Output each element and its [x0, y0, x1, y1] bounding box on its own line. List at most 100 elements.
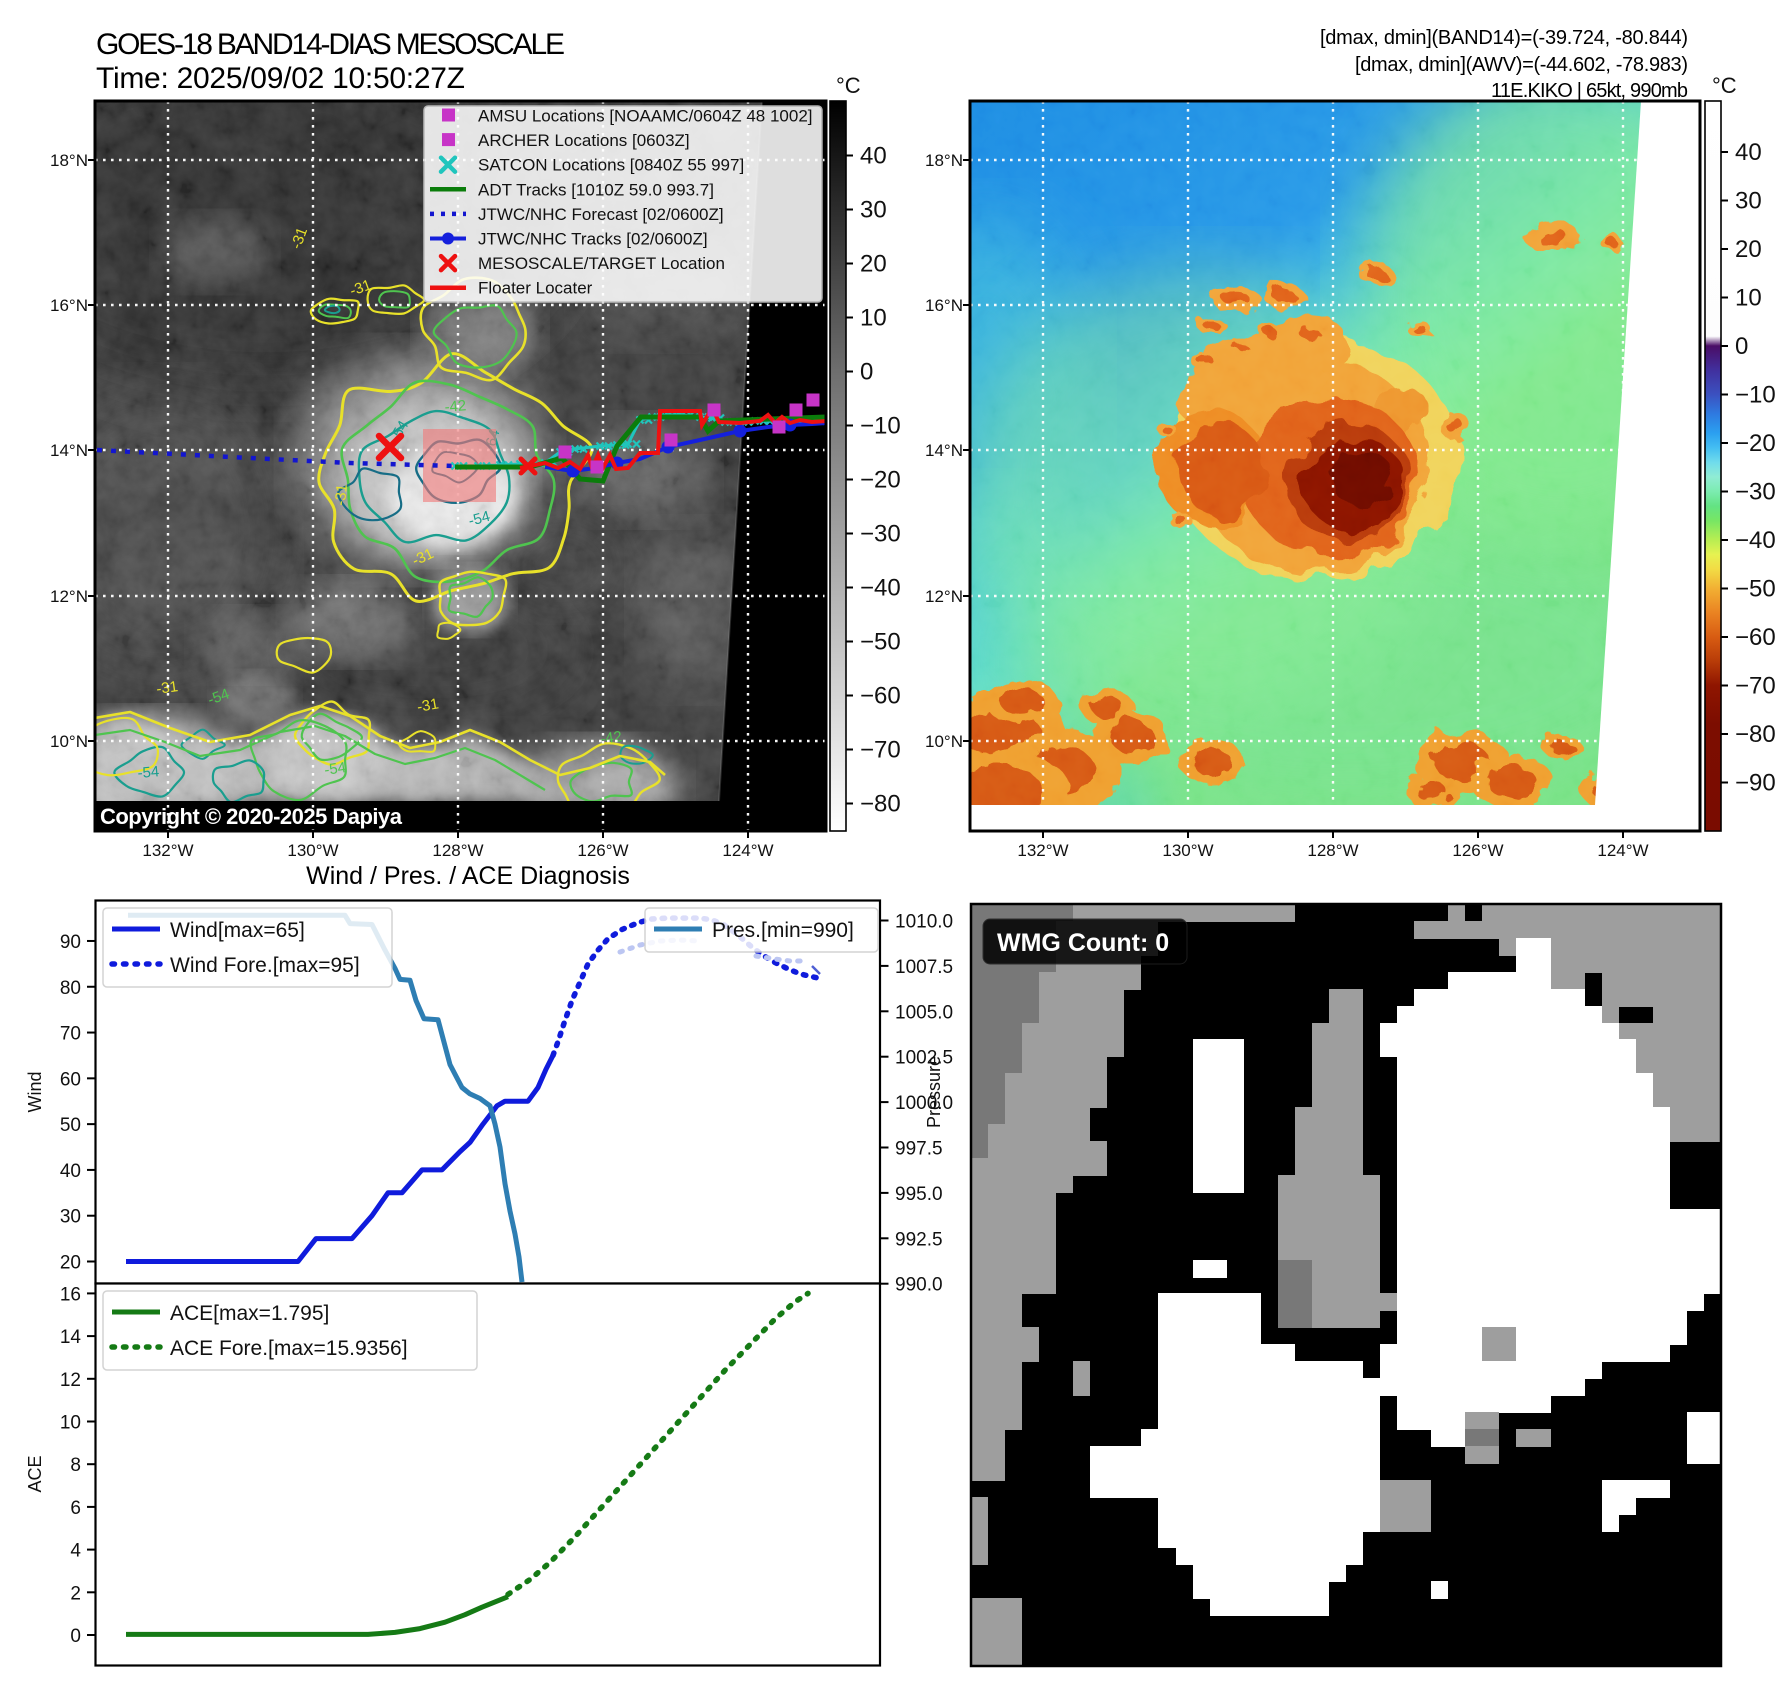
svg-text:−40: −40: [1735, 527, 1776, 554]
svg-text:SATCON Locations [0840Z 55 997: SATCON Locations [0840Z 55 997]: [478, 156, 744, 175]
svg-text:−50: −50: [860, 629, 901, 656]
svg-text:50: 50: [60, 1115, 81, 1136]
svg-text:992.5: 992.5: [895, 1229, 943, 1250]
svg-text:ACE: ACE: [25, 1455, 45, 1492]
svg-text:Pressure: Pressure: [924, 1056, 944, 1128]
svg-text:130°W: 130°W: [287, 841, 338, 860]
svg-text:990.0: 990.0: [895, 1275, 943, 1296]
svg-text:4: 4: [70, 1541, 81, 1562]
svg-text:995.0: 995.0: [895, 1184, 943, 1205]
svg-text:GOES-18 BAND14-DIAS MESOSCALE: GOES-18 BAND14-DIAS MESOSCALE: [96, 28, 565, 61]
svg-text:−40: −40: [860, 575, 901, 602]
svg-text:90: 90: [60, 932, 81, 953]
svg-text:−30: −30: [1735, 479, 1776, 506]
svg-text:126°W: 126°W: [1452, 841, 1503, 860]
svg-text:[dmax, dmin](BAND14)=(-39.724,: [dmax, dmin](BAND14)=(-39.724, -80.844): [1320, 27, 1688, 49]
svg-text:12°N: 12°N: [925, 587, 963, 606]
svg-text:Pres.[min=990]: Pres.[min=990]: [712, 919, 854, 942]
svg-text:18°N: 18°N: [925, 151, 963, 170]
svg-text:°C: °C: [1712, 73, 1737, 98]
svg-text:ARCHER Locations [0603Z]: ARCHER Locations [0603Z]: [478, 131, 690, 150]
svg-text:Time: 2025/09/02 10:50:27Z: Time: 2025/09/02 10:50:27Z: [96, 62, 465, 95]
svg-text:−80: −80: [1735, 721, 1776, 748]
svg-text:-54: -54: [206, 685, 232, 708]
svg-text:20: 20: [1735, 236, 1762, 263]
svg-text:132°W: 132°W: [1017, 841, 1068, 860]
svg-text:-31: -31: [155, 678, 179, 698]
svg-text:-42: -42: [599, 728, 623, 748]
svg-text:124°W: 124°W: [722, 841, 773, 860]
svg-text:20: 20: [860, 251, 887, 278]
svg-text:-31: -31: [348, 276, 374, 299]
svg-text:130°W: 130°W: [1162, 841, 1213, 860]
svg-text:1005.0: 1005.0: [895, 1002, 953, 1023]
svg-text:40: 40: [860, 143, 887, 170]
svg-text:30: 30: [60, 1207, 81, 1228]
svg-text:-31: -31: [288, 225, 311, 251]
svg-text:40: 40: [60, 1161, 81, 1182]
svg-text:1002.5: 1002.5: [895, 1048, 953, 1069]
svg-text:126°W: 126°W: [577, 841, 628, 860]
svg-text:°C: °C: [836, 73, 861, 98]
svg-text:14°N: 14°N: [50, 441, 88, 460]
svg-text:10: 10: [860, 305, 887, 332]
svg-text:−30: −30: [860, 521, 901, 548]
svg-text:ADT Tracks [1010Z 59.0 993.7]: ADT Tracks [1010Z 59.0 993.7]: [478, 180, 714, 199]
svg-text:30: 30: [1735, 188, 1762, 215]
svg-text:JTWC/NHC Forecast [02/0600Z]: JTWC/NHC Forecast [02/0600Z]: [478, 205, 724, 224]
svg-text:997.5: 997.5: [895, 1139, 943, 1160]
svg-text:10°N: 10°N: [50, 732, 88, 751]
svg-text:2: 2: [70, 1583, 81, 1604]
svg-text:11E.KIKO | 65kt, 990mb: 11E.KIKO | 65kt, 990mb: [1491, 80, 1688, 102]
svg-text:8: 8: [70, 1455, 81, 1476]
svg-text:AMSU Locations [NOAAMC/0604Z 4: AMSU Locations [NOAAMC/0604Z 48 1002]: [478, 107, 813, 126]
svg-text:30: 30: [860, 197, 887, 224]
svg-text:10°N: 10°N: [925, 732, 963, 751]
svg-text:[dmax, dmin](AWV)=(-44.602, -7: [dmax, dmin](AWV)=(-44.602, -78.983): [1355, 54, 1688, 76]
svg-text:−10: −10: [1735, 382, 1776, 409]
svg-text:12: 12: [60, 1370, 81, 1391]
svg-text:ACE[max=1.795]: ACE[max=1.795]: [170, 1302, 329, 1325]
svg-text:12°N: 12°N: [50, 587, 88, 606]
svg-text:Wind: Wind: [25, 1071, 45, 1112]
svg-text:18°N: 18°N: [50, 151, 88, 170]
svg-text:16°N: 16°N: [50, 296, 88, 315]
svg-text:WMG Count: 0: WMG Count: 0: [997, 929, 1169, 957]
svg-text:10: 10: [60, 1413, 81, 1434]
svg-text:0: 0: [860, 359, 873, 386]
svg-text:Wind / Pres. / ACE Diagnosis: Wind / Pres. / ACE Diagnosis: [306, 862, 630, 890]
svg-text:16: 16: [60, 1284, 81, 1305]
svg-text:ACE Fore.[max=15.9356]: ACE Fore.[max=15.9356]: [170, 1337, 408, 1360]
svg-text:70: 70: [60, 1024, 81, 1045]
svg-text:MESOSCALE/TARGET Location: MESOSCALE/TARGET Location: [478, 254, 725, 273]
svg-text:Wind Fore.[max=95]: Wind Fore.[max=95]: [170, 954, 360, 977]
svg-text:80: 80: [60, 978, 81, 999]
svg-text:128°W: 128°W: [1307, 841, 1358, 860]
svg-text:1010.0: 1010.0: [895, 912, 953, 933]
svg-text:−90: −90: [1735, 770, 1776, 797]
svg-text:Copyright © 2020-2025 Dapiya: Copyright © 2020-2025 Dapiya: [100, 804, 403, 829]
svg-text:-42: -42: [444, 397, 467, 416]
svg-text:−50: −50: [1735, 576, 1776, 603]
svg-text:6: 6: [70, 1498, 81, 1519]
svg-text:−20: −20: [860, 467, 901, 494]
svg-text:Floater Locater: Floater Locater: [478, 279, 593, 298]
svg-text:−60: −60: [860, 683, 901, 710]
svg-text:−70: −70: [1735, 673, 1776, 700]
svg-text:128°W: 128°W: [432, 841, 483, 860]
svg-text:1000.0: 1000.0: [895, 1093, 953, 1114]
svg-text:0: 0: [70, 1626, 81, 1647]
svg-text:-54: -54: [323, 759, 347, 779]
svg-text:124°W: 124°W: [1597, 841, 1648, 860]
svg-text:−70: −70: [860, 737, 901, 764]
svg-text:Wind[max=65]: Wind[max=65]: [170, 919, 305, 942]
svg-text:20: 20: [60, 1253, 81, 1274]
svg-text:-31: -31: [416, 695, 440, 716]
svg-text:-54: -54: [137, 763, 160, 782]
svg-text:40: 40: [1735, 139, 1762, 166]
svg-text:−10: −10: [860, 413, 901, 440]
svg-text:−80: −80: [860, 791, 901, 818]
svg-text:-54: -54: [467, 508, 492, 530]
svg-text:132°W: 132°W: [142, 841, 193, 860]
svg-text:14°N: 14°N: [925, 441, 963, 460]
